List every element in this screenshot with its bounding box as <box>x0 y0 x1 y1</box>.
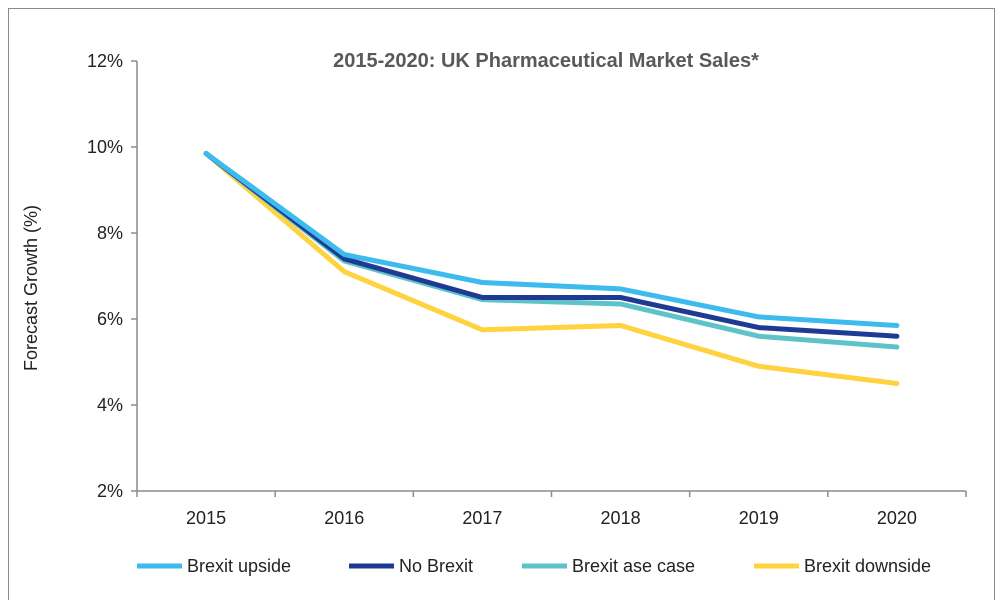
series-line-brexit-downside <box>203 151 900 386</box>
x-tick-label: 2015 <box>186 508 226 528</box>
legend-label: Brexit ase case <box>572 556 695 576</box>
legend-label: Brexit upside <box>187 556 291 576</box>
legend: Brexit upside No Brexit Brexit ase case Bre… <box>137 556 931 576</box>
legend-label: No Brexit <box>399 556 473 576</box>
x-tick-label: 2018 <box>601 508 641 528</box>
series-line-no-brexit <box>203 151 900 339</box>
y-tick-label: 10% <box>87 137 123 157</box>
y-axis-label: Forecast Growth (%) <box>21 205 41 371</box>
legend-label: Brexit downside <box>804 556 931 576</box>
y-tick-label: 2% <box>97 481 123 501</box>
y-tick-label: 12% <box>87 51 123 71</box>
y-tick-label: 8% <box>97 223 123 243</box>
y-tick-label: 6% <box>97 309 123 329</box>
x-tick-label: 2017 <box>462 508 502 528</box>
x-tick-label: 2019 <box>739 508 779 528</box>
series-line-brexit-upside <box>203 151 900 328</box>
chart-frame <box>8 8 995 600</box>
x-tick-label: 2020 <box>877 508 917 528</box>
y-tick-label: 4% <box>97 395 123 415</box>
series-lines <box>203 151 900 386</box>
axes: 2% 4% 6% 8% 10% 12% 2015 2016 2017 2018 2019 2020 <box>87 51 967 528</box>
x-tick-label: 2016 <box>324 508 364 528</box>
chart-title: 2015-2020: UK Pharmaceutical Market Sale… <box>333 50 759 72</box>
